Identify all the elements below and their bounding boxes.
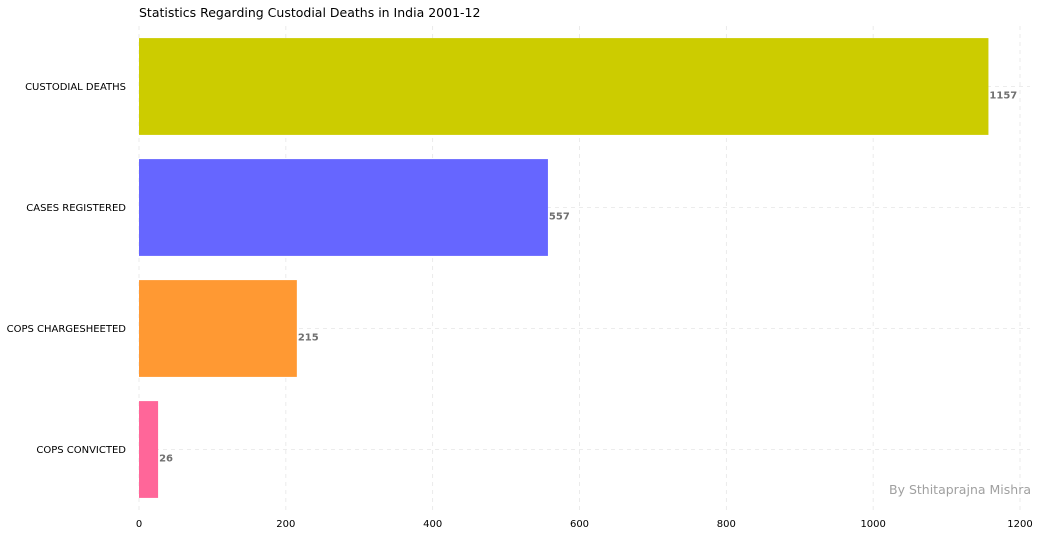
y-tick-label: CASES REGISTERED [26, 203, 126, 214]
x-axis: 0 200 400 600 800 1000 1200 [136, 519, 1033, 530]
bar [139, 401, 159, 498]
bar [139, 159, 548, 256]
x-tick-label: 600 [570, 519, 589, 530]
y-tick-label: CUSTODIAL DEATHS [25, 82, 126, 93]
bar [139, 280, 297, 377]
x-tick-label: 1000 [860, 519, 885, 530]
x-tick-label: 400 [423, 519, 442, 530]
bars [139, 38, 989, 498]
x-tick-label: 200 [276, 519, 295, 530]
bar-value-label: 557 [549, 212, 570, 223]
bar-value-label: 215 [298, 333, 319, 344]
watermark: By Sthitaprajna Mishra [889, 482, 1031, 497]
x-tick-label: 0 [136, 519, 142, 530]
value-labels: 1157 557 215 26 [159, 91, 1017, 465]
bar-value-label: 26 [159, 454, 173, 465]
y-tick-label: COPS CONVICTED [36, 445, 126, 456]
y-axis: CUSTODIAL DEATHS CASES REGISTERED COPS CHA… [7, 82, 127, 456]
x-tick-label: 1200 [1007, 519, 1032, 530]
bar [139, 38, 989, 135]
y-tick-label: COPS CHARGESHEETED [7, 324, 127, 335]
bar-value-label: 1157 [989, 91, 1017, 102]
chart-title: Statistics Regarding Custodial Deaths in… [139, 5, 480, 20]
x-tick-label: 800 [717, 519, 736, 530]
